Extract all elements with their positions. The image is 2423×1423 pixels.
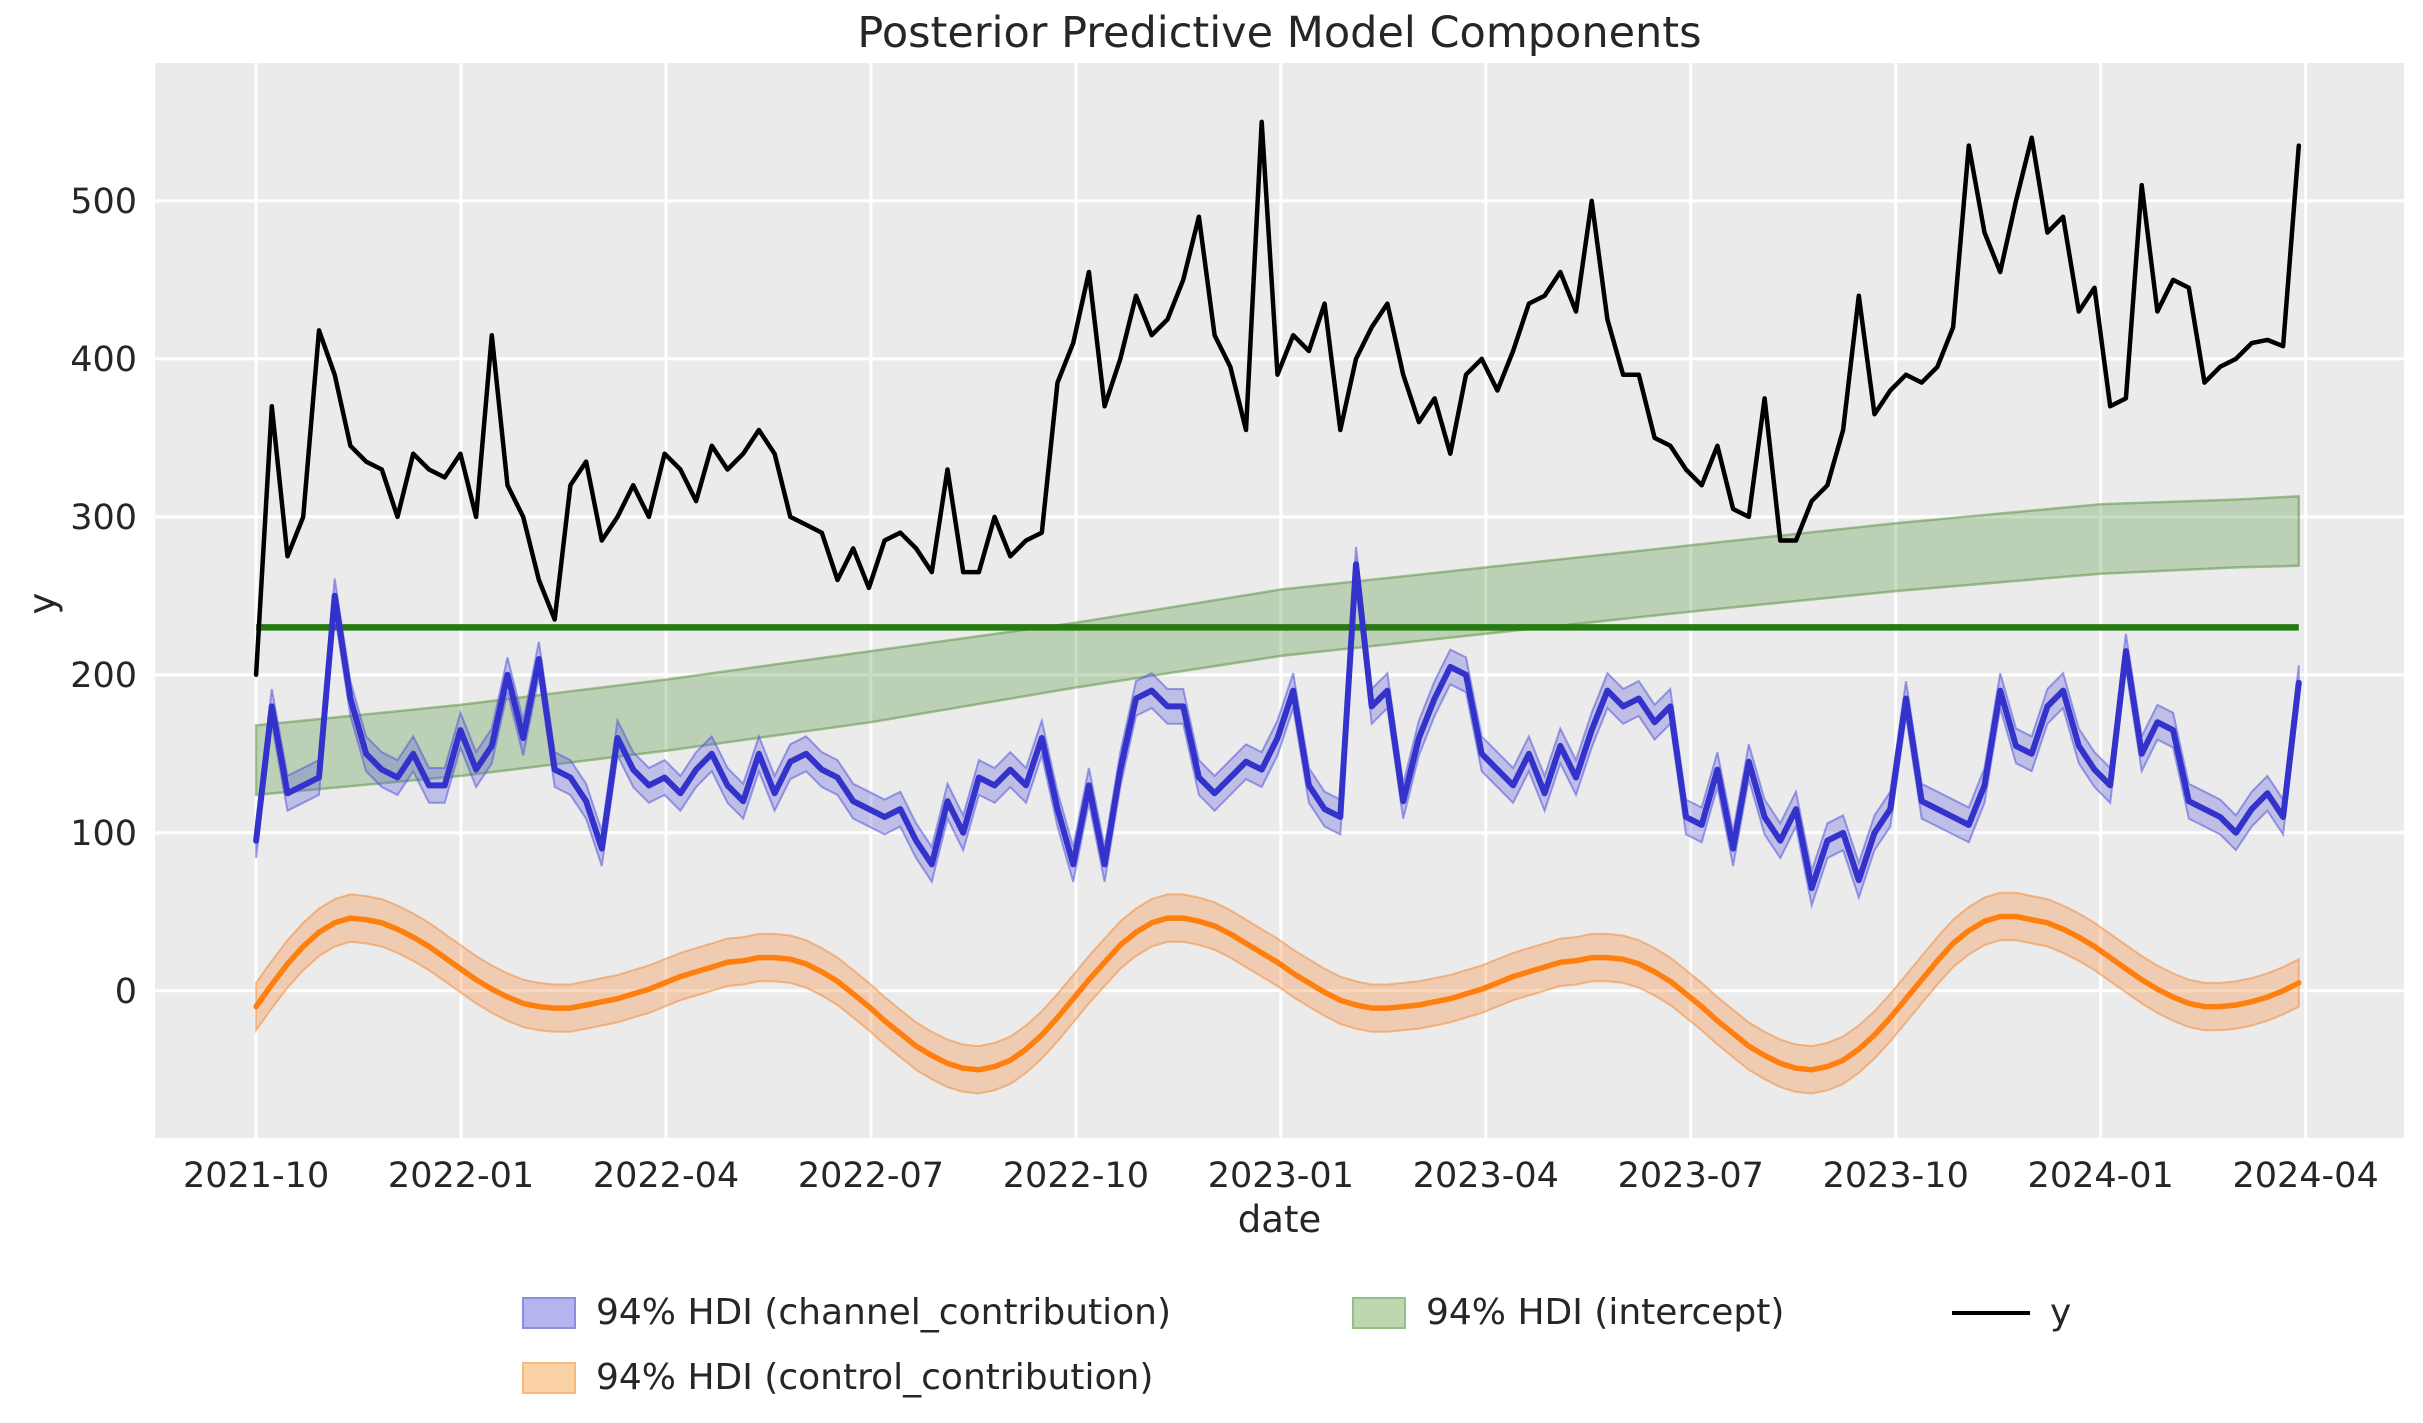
x-tick-label: 2022-07 — [798, 1156, 944, 1196]
y-axis-label: y — [20, 592, 64, 615]
x-tick-label: 2024-04 — [2232, 1156, 2378, 1196]
x-axis-label: date — [1237, 1198, 1322, 1241]
y-tick-label: 300 — [70, 498, 137, 538]
chart-title: Posterior Predictive Model Components — [857, 8, 1702, 58]
control-contribution-line — [253, 913, 2302, 1073]
x-tick-label: 2024-01 — [2028, 1156, 2174, 1196]
x-tick-label: 2023-07 — [1618, 1156, 1764, 1196]
y-tick-label: 200 — [70, 656, 137, 696]
x-tick-label: 2023-01 — [1208, 1156, 1354, 1196]
x-tick-label: 2022-10 — [1003, 1156, 1149, 1196]
control-hdi-band — [255, 891, 2300, 1095]
legend-item-y: y — [1952, 1292, 2071, 1333]
tick-labels: 2021-10 2022-01 2022-04 2022-07 2022-10 2023-… — [70, 182, 2379, 1196]
legend-item-intercept: 94% HDI (intercept) — [1352, 1292, 1784, 1333]
intercept-hdi-swatch — [1352, 1296, 1406, 1329]
y-line-swatch — [1952, 1310, 2030, 1315]
legend-label: 94% HDI (control_contribution) — [596, 1357, 1154, 1398]
x-tick-label: 2022-04 — [593, 1156, 739, 1196]
legend-item-channel-contribution: 94% HDI (channel_contribution) — [522, 1292, 1171, 1333]
x-tick-label: 2023-10 — [1823, 1156, 1969, 1196]
legend-label: 94% HDI (channel_contribution) — [596, 1292, 1172, 1333]
y-tick-label: 100 — [70, 814, 137, 854]
x-tick-label: 2023-04 — [1413, 1156, 1559, 1196]
legend-label: y — [2050, 1292, 2072, 1333]
channel-contribution-line — [253, 561, 2302, 892]
y-observed-line — [253, 119, 2302, 678]
y-tick-label: 400 — [70, 340, 137, 380]
y-tick-label: 500 — [70, 182, 137, 222]
control-hdi-swatch — [522, 1361, 576, 1394]
gridlines — [155, 63, 2404, 1138]
x-tick-label: 2021-10 — [183, 1156, 329, 1196]
channel-hdi-swatch — [522, 1296, 576, 1329]
legend-label: 94% HDI (intercept) — [1426, 1292, 1785, 1333]
intercept-hdi-band — [254, 494, 2301, 797]
legend-item-control-contribution: 94% HDI (control_contribution) — [522, 1357, 1153, 1398]
y-tick-label: 0 — [115, 972, 137, 1012]
x-tick-label: 2022-01 — [388, 1156, 534, 1196]
